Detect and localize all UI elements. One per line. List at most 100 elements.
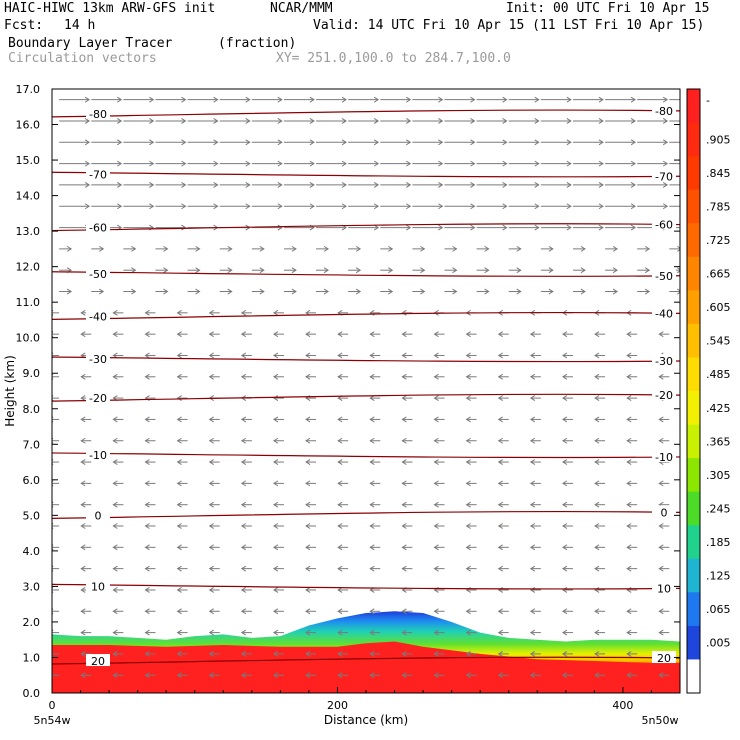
colorbar-swatch (687, 391, 700, 426)
wind-vector-head (420, 288, 426, 295)
wind-vector-head (144, 459, 150, 465)
wind-vector-head (112, 459, 118, 465)
contour-label: -80 (89, 108, 107, 121)
contour-label-bg (86, 220, 110, 233)
wind-vector-head (594, 523, 600, 529)
contour-label-bg (86, 106, 110, 119)
wind-vector-head (562, 480, 568, 487)
colorbar-swatch (687, 256, 700, 291)
wind-vector-head (144, 565, 150, 572)
wind-vector-head (658, 331, 664, 338)
wind-vector-head (484, 245, 490, 252)
wind-vector-head (594, 416, 600, 423)
wind-vector-head (438, 203, 444, 210)
y-tick-label: 4.0 (23, 545, 41, 558)
colorbar-swatch (687, 323, 700, 358)
wind-vector-head (401, 459, 407, 465)
wind-vector-head (534, 118, 540, 124)
wind-vector-head (149, 203, 155, 210)
wind-vector-head (497, 373, 503, 380)
wind-vector-head (562, 437, 568, 444)
wind-vector-head (662, 118, 669, 124)
valid-time: Valid: 14 UTC Fri 10 Apr 15 (11 LST Fri … (313, 18, 705, 33)
wind-vector-head (465, 437, 471, 444)
field-name: Boundary Layer Tracer (8, 36, 173, 51)
wind-vector-head (534, 96, 540, 103)
wind-vector-head (240, 309, 247, 316)
wind-vector-head (116, 160, 123, 167)
wind-vector-head (305, 523, 311, 529)
colorbar-label: .905 (706, 133, 731, 146)
wind-vector-head (176, 331, 182, 338)
wind-vector-head (658, 672, 664, 679)
wind-vector-head (433, 352, 439, 359)
wind-vector-head (259, 267, 265, 274)
wind-vector-head (112, 587, 118, 593)
wind-vector-head (66, 288, 73, 295)
wind-vector-head (277, 118, 283, 124)
wind-vector-head (341, 139, 347, 146)
wind-vector-head (598, 203, 604, 210)
wind-vector-head (433, 437, 439, 444)
wind-vector-head (594, 565, 600, 572)
contour-label-bg (86, 167, 110, 180)
wind-vector-head (470, 203, 476, 210)
wind-vector-head (658, 437, 664, 444)
wind-vector-head (337, 608, 343, 615)
wind-vector-head (305, 352, 311, 359)
y-tick-label: 10.0 (16, 332, 41, 345)
contour-label-bg (652, 268, 676, 281)
wind-vector-head (433, 672, 439, 679)
wind-vector-head (529, 523, 536, 529)
wind-vector-head (272, 373, 279, 380)
wind-vector-head (240, 331, 247, 338)
wind-vector-head (594, 331, 600, 338)
wind-vector-head (208, 373, 214, 380)
wind-vector-head (337, 544, 343, 551)
wind-vector-head (213, 203, 219, 210)
wind-vector-head (181, 118, 187, 124)
colorbar-swatch (687, 625, 700, 660)
x-tick-label: 400 (612, 699, 633, 712)
wind-vector-head (213, 139, 219, 146)
wind-vector-head (562, 672, 568, 679)
temperature-contour (52, 271, 680, 277)
wind-vector-head (401, 629, 407, 636)
wind-vector-head (272, 309, 279, 316)
wind-vector-head (626, 629, 632, 636)
wind-vector-head (562, 352, 568, 359)
wind-vector-head (562, 544, 568, 551)
wind-vector-head (401, 608, 407, 615)
wind-vector-head (529, 352, 536, 359)
wind-vector-head (594, 373, 600, 380)
wind-vector-head (337, 501, 343, 508)
wind-vector-head (355, 288, 362, 295)
wind-vector-head (208, 608, 214, 615)
wind-vector-head (497, 544, 503, 551)
wind-vector-head (144, 501, 150, 508)
fcst-value: 14 h (64, 18, 96, 33)
wind-vector-head (497, 331, 503, 338)
wind-vector-head (144, 309, 150, 316)
wind-vector-head (369, 565, 375, 572)
wind-vector-head (112, 523, 118, 529)
wind-vector-head (433, 373, 439, 380)
wind-vector-head (580, 288, 586, 295)
wind-vector-head (534, 139, 540, 146)
wind-vector-head (594, 650, 600, 657)
contour-label: 10 (91, 580, 105, 593)
wind-vector-head (658, 608, 664, 615)
wind-vector-head (529, 373, 536, 380)
wind-vector-head (529, 480, 536, 487)
wind-vector-head (323, 288, 329, 295)
wind-vector-head (337, 587, 343, 593)
colorbar-swatch (687, 525, 700, 560)
y-tick-label: 5.0 (23, 509, 41, 522)
wind-vector-head (594, 480, 600, 487)
wind-vector-head (337, 672, 343, 679)
wind-vector-head (337, 629, 343, 636)
wind-vector-head (566, 203, 572, 210)
wind-vector-head (438, 96, 444, 103)
wind-vector-head (373, 160, 380, 167)
wind-vector-head (626, 352, 632, 359)
